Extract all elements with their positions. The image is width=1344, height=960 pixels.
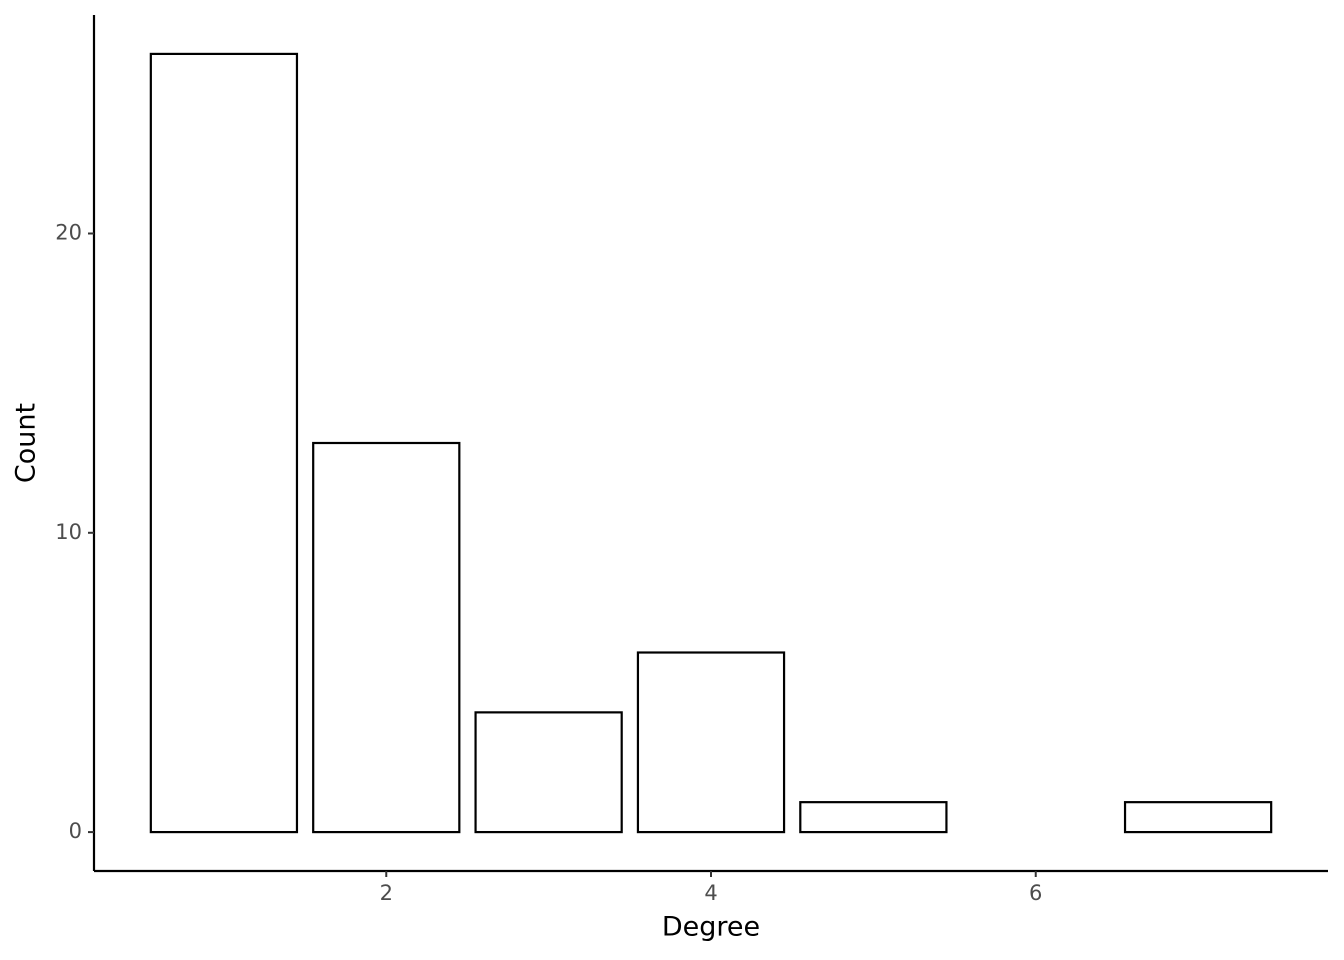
bar (799, 801, 948, 834)
bar (149, 52, 299, 834)
bar (1123, 801, 1273, 834)
bar (474, 711, 623, 834)
y-tick-label: 10 (55, 520, 82, 544)
x-tick-label: 6 (1029, 881, 1042, 905)
y-tick-label: 20 (55, 220, 82, 244)
y-tick-label: 0 (69, 819, 82, 843)
x-tick-label: 2 (380, 881, 393, 905)
x-tick-label: 4 (704, 881, 717, 905)
bar (312, 441, 461, 834)
x-axis-title: Degree (662, 912, 760, 943)
bar (636, 651, 786, 834)
y-axis-title: Count (11, 403, 42, 483)
